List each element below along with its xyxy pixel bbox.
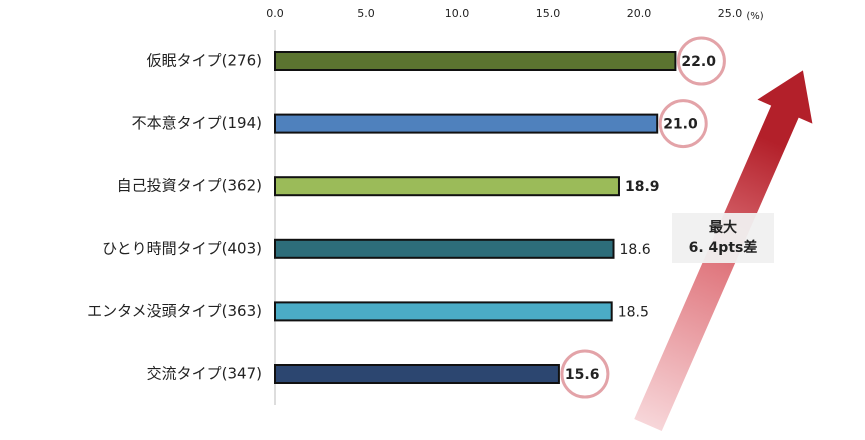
category-label: 交流タイプ(347)	[147, 365, 262, 383]
value-label: 18.6	[620, 242, 651, 258]
annotation: 6. 4pts差	[689, 239, 758, 256]
category-label: ひとり時間タイプ(403)	[102, 239, 262, 257]
x-tick-label: 20.0	[627, 7, 652, 20]
value-label: 18.9	[625, 179, 660, 195]
x-axis-unit: (%)	[746, 11, 763, 22]
category-label: 不本意タイプ(194)	[132, 114, 262, 132]
value-label: 22.0	[681, 54, 716, 70]
bar	[274, 113, 659, 134]
value-label: 18.5	[618, 304, 649, 320]
x-tick-label: 0.0	[266, 7, 284, 20]
category-label: 仮眠タイプ(276)	[147, 52, 262, 70]
highlight-ring	[658, 99, 708, 149]
bar	[274, 176, 620, 197]
bar	[274, 301, 613, 322]
x-tick-label: 15.0	[536, 7, 561, 20]
bar	[274, 364, 560, 384]
value-label: 21.0	[663, 117, 698, 133]
highlight-ring	[676, 36, 726, 86]
value-label: 15.6	[565, 367, 600, 383]
x-tick-label: 10.0	[445, 7, 470, 20]
bar	[274, 51, 677, 71]
highlight-ring	[560, 349, 610, 399]
category-label: 自己投資タイプ(362)	[117, 177, 262, 195]
annotation: 最大	[709, 219, 737, 236]
annotation-box	[672, 213, 774, 263]
x-tick-label: 5.0	[357, 7, 375, 20]
bar	[274, 238, 615, 259]
category-label: エンタメ没頭タイプ(363)	[87, 302, 262, 320]
x-tick-label: 25.0	[718, 7, 743, 20]
